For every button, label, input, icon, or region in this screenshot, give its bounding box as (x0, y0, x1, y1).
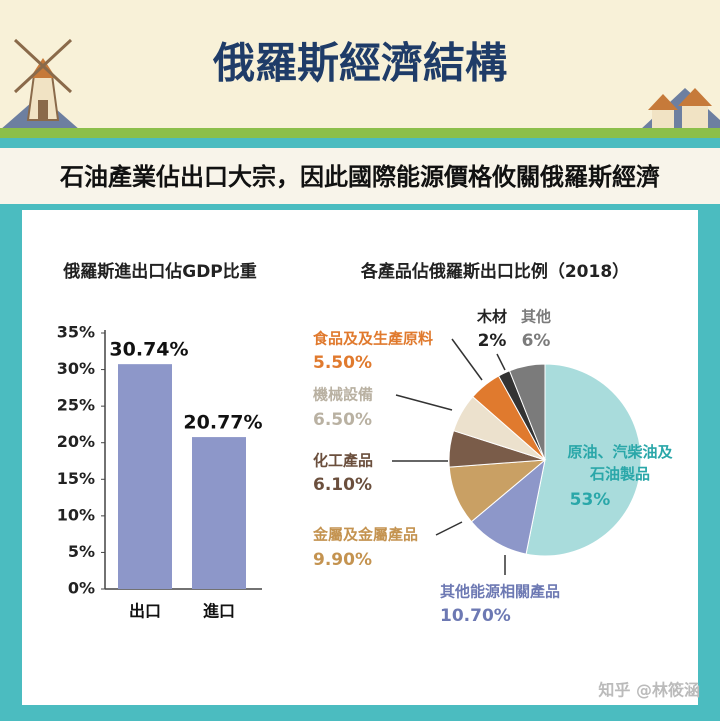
header-bg (0, 0, 720, 135)
watermark: 知乎 @林筱涵 (598, 681, 700, 700)
value-label: 6.10% (313, 475, 372, 495)
y-tick-label: 10% (57, 505, 95, 524)
y-tick-label: 20% (57, 432, 95, 451)
value-label: 53% (570, 490, 611, 510)
y-tick-label: 0% (68, 579, 95, 598)
leader-line (395, 394, 453, 411)
y-tick-label: 30% (57, 359, 95, 378)
value-label: 5.50% (313, 353, 372, 373)
leader-line (451, 338, 483, 381)
y-tick-label: 35% (57, 323, 95, 342)
slice-label: 其他能源相關產品 (440, 583, 560, 601)
slice-label: 木材 (476, 308, 507, 326)
value-label: 9.90% (313, 550, 372, 570)
value-label: 30.74% (109, 339, 188, 361)
y-tick-label: 25% (57, 396, 95, 415)
leader-line (435, 521, 463, 536)
slice-label: 原油、汽柴油及石油製品 (567, 443, 673, 483)
bar (118, 364, 172, 589)
subtitle: 石油產業佔出口大宗，因此國際能源價格攸關俄羅斯經濟 (59, 163, 660, 191)
x-tick-label: 進口 (203, 602, 235, 621)
y-tick-label: 5% (68, 542, 95, 561)
value-label: 20.77% (183, 412, 262, 434)
pie-slice (525, 363, 642, 557)
subtitle-band (0, 148, 720, 204)
slice-label: 食品及及生產原料 (313, 330, 433, 348)
y-tick-label: 15% (57, 469, 95, 488)
x-tick-label: 出口 (129, 602, 161, 621)
label-line: 原油、汽柴油及 (567, 443, 673, 461)
windmill-icon (13, 38, 73, 121)
slice-label: 化工產品 (313, 452, 373, 470)
pie-slice (508, 363, 546, 461)
slice-label: 金屬及金屬產品 (312, 526, 418, 544)
slice-label: 機械設備 (313, 386, 373, 404)
bar (192, 437, 246, 589)
slice-label: 其他 (521, 308, 551, 326)
label-line: 石油製品 (589, 465, 650, 483)
grass-band (0, 128, 720, 138)
chart-title: 俄羅斯進出口佔GDP比重 (62, 261, 257, 282)
value-label: 6.50% (313, 410, 372, 430)
leader-line (496, 353, 506, 371)
page-title: 俄羅斯經濟結構 (212, 39, 507, 88)
chart-title: 各產品佔俄羅斯出口比例（2018） (360, 261, 629, 282)
value-label: 10.70% (440, 606, 511, 626)
houses-icon (648, 88, 712, 130)
value-label: 2% (478, 331, 507, 351)
value-label: 6% (522, 331, 551, 351)
